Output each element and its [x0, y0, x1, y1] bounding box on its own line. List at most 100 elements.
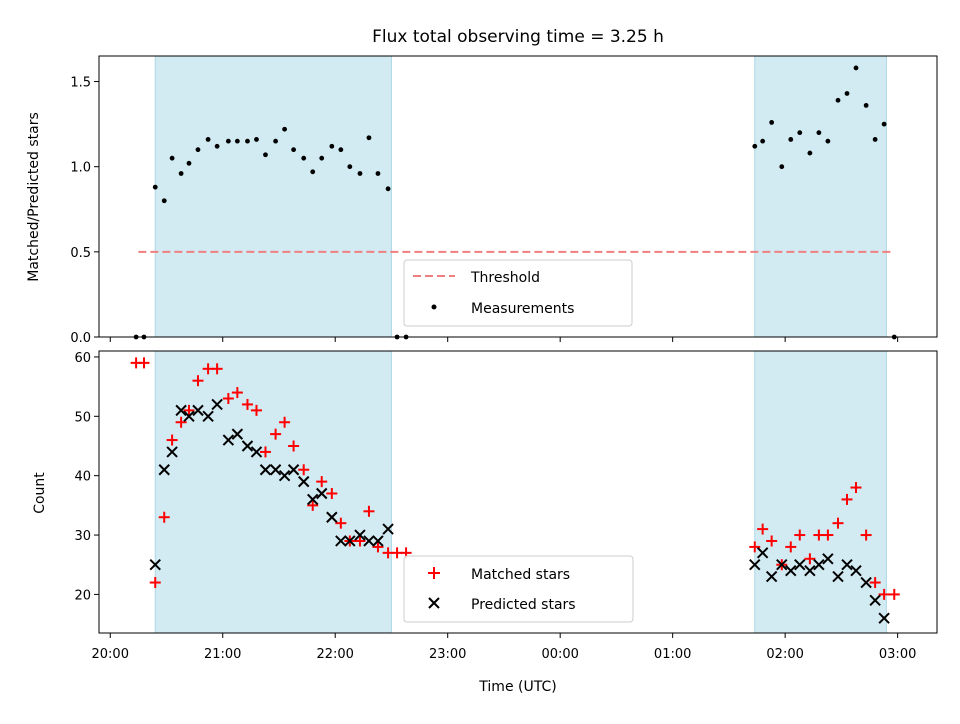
x-tick-label: 03:00	[879, 647, 916, 662]
measurement-point	[214, 143, 220, 149]
predicted-star-mark	[804, 564, 816, 577]
top-axes-frame	[98, 55, 938, 338]
bottom-y-axis-label: Count	[32, 472, 48, 514]
predicted-star-mark	[316, 487, 328, 500]
predicted-star-mark	[344, 535, 356, 547]
bottom-y-ticks: 20 30 40 50 60	[74, 351, 99, 603]
legend-predicted-label: Predicted stars	[471, 597, 576, 613]
predicted-star-mark	[298, 475, 310, 488]
predicted-star-mark	[794, 559, 806, 571]
predicted-star-point	[776, 559, 788, 571]
legend-measurements-swatch	[431, 304, 437, 310]
predicted-star-point	[166, 446, 178, 458]
predicted-star-point	[850, 564, 862, 577]
predicted-star-point	[222, 434, 235, 446]
measurement-point	[273, 138, 278, 144]
measurement-point	[816, 130, 822, 136]
predicted-star-point	[363, 535, 375, 547]
matched-star-point	[860, 529, 872, 541]
predicted-star-mark	[841, 559, 853, 571]
x-tick-label: 00:00	[541, 647, 578, 662]
matched-star-point	[757, 523, 769, 535]
shaded-interval-1	[754, 351, 887, 633]
measurement-point	[835, 97, 841, 103]
y-tick-label: 0.5	[70, 246, 91, 261]
top-legend: Threshold Measurements	[403, 259, 633, 327]
predicted-star-point	[278, 469, 291, 482]
predicted-star-mark	[326, 511, 338, 523]
predicted-star-mark	[250, 446, 263, 458]
measurement-point	[319, 155, 325, 161]
matched-star-point	[372, 541, 384, 553]
predicted-star-point	[326, 511, 338, 523]
predicted-star-point	[785, 564, 797, 577]
measurement-point	[385, 186, 391, 192]
predicted-star-point	[231, 428, 244, 440]
matched-star-point	[869, 577, 881, 589]
y-tick-label: 0.0	[70, 331, 91, 346]
predicted-star-point	[259, 464, 272, 476]
shaded-interval-0	[155, 351, 392, 633]
predicted-star-point	[192, 404, 204, 417]
legend-predicted-swatch	[428, 597, 440, 609]
ratio-panel: 0.0 0.5 1.0 1.5 Matched/Predicted stars Thr…	[26, 55, 938, 346]
matched-star-point	[270, 428, 282, 440]
predicted-star-mark	[785, 564, 797, 577]
predicted-star-point	[860, 576, 872, 589]
predicted-star-mark	[878, 612, 890, 624]
predicted-star-point	[382, 523, 394, 535]
matched-star-point	[307, 499, 319, 511]
predicted-star-point	[765, 570, 778, 583]
predicted-star-mark	[749, 559, 761, 571]
matched-star-point	[158, 511, 170, 523]
predicted-star-mark	[382, 523, 394, 535]
measurement-point	[195, 147, 201, 153]
matched-star-point	[832, 517, 844, 529]
predicted-star-mark	[776, 559, 788, 571]
x-tick-label: 20:00	[92, 647, 129, 662]
predicted-star-mark	[335, 535, 347, 547]
measurement-point	[347, 164, 353, 170]
x-tick-label: 22:00	[316, 647, 353, 662]
measurement-point	[788, 137, 794, 142]
top-legend-box	[403, 259, 633, 327]
matched-star-point	[211, 363, 223, 375]
measurement-point	[310, 169, 316, 175]
measurement-point	[291, 147, 296, 153]
predicted-star-mark	[869, 594, 881, 607]
predicted-star-mark	[363, 535, 375, 547]
top-y-ticks: 0.0 0.5 1.0 1.5	[70, 76, 99, 346]
predicted-star-mark	[175, 404, 187, 417]
predicted-star-point	[832, 570, 844, 583]
matched-star-point	[259, 446, 271, 458]
predicted-star-point	[794, 559, 806, 571]
matched-star-point	[298, 464, 310, 476]
measurement-point	[366, 135, 372, 141]
predicted-star-point	[822, 553, 834, 565]
matched-star-point	[822, 529, 834, 541]
measurement-point	[375, 171, 381, 176]
measurement-point	[853, 65, 859, 71]
measurement-point	[205, 137, 211, 142]
measurement-point	[760, 138, 766, 144]
predicted-star-point	[878, 612, 890, 624]
predicted-star-mark	[287, 464, 300, 476]
matched-star-point	[850, 482, 862, 494]
predicted-star-mark	[269, 464, 282, 476]
shaded-interval-1	[754, 56, 887, 337]
y-tick-label: 1.5	[70, 76, 91, 91]
predicted-star-point	[354, 529, 366, 541]
matched-star-point	[250, 404, 262, 416]
y-tick-label: 60	[74, 351, 91, 366]
predicted-star-mark	[756, 547, 769, 559]
bottom-legend-box	[403, 555, 634, 623]
predicted-star-point	[241, 440, 254, 452]
matched-star-point	[175, 416, 187, 428]
matched-star-point	[241, 398, 253, 410]
predicted-star-point	[307, 493, 319, 506]
measurement-point	[234, 138, 240, 144]
matched-star-point	[888, 588, 900, 600]
top-x-ticks	[109, 337, 899, 342]
predicted-star-mark	[813, 559, 825, 571]
